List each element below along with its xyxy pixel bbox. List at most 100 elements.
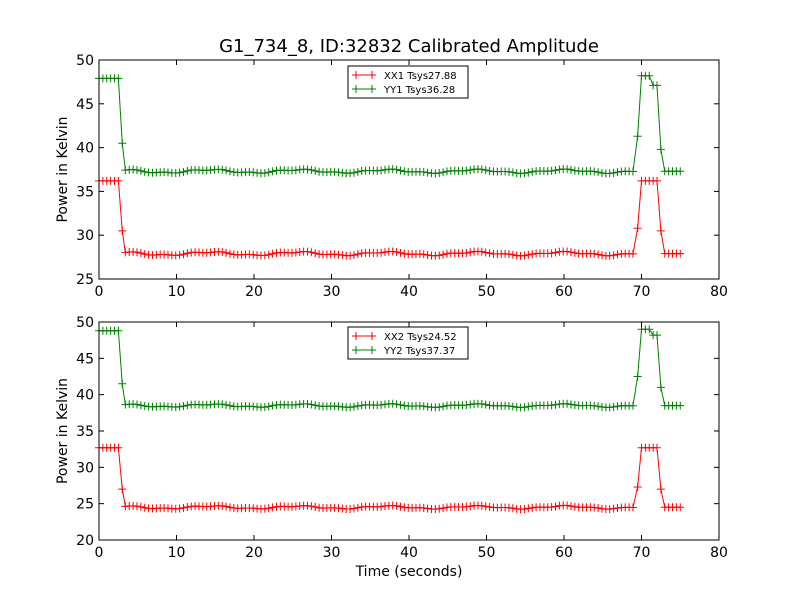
x-tick-label: 40	[400, 284, 418, 300]
x-tick-label: 60	[555, 545, 573, 561]
data-point	[175, 168, 184, 177]
data-point	[547, 249, 556, 258]
data-point	[136, 502, 145, 511]
data-point	[183, 166, 192, 175]
x-tick-label: 40	[400, 545, 418, 561]
data-point	[656, 145, 665, 154]
legend-marker	[368, 85, 376, 93]
data-point	[132, 248, 141, 257]
x-axis-label: Time (seconds)	[355, 564, 463, 580]
data-point	[264, 168, 273, 177]
data-point	[291, 248, 300, 257]
data-point	[435, 504, 444, 513]
data-point	[179, 250, 188, 259]
data-point	[485, 166, 494, 175]
data-point	[613, 168, 622, 177]
data-point	[528, 167, 537, 176]
data-point	[392, 501, 401, 510]
data-point	[481, 400, 490, 409]
data-point	[311, 401, 320, 410]
data-point	[225, 401, 234, 410]
x-tick-label: 80	[710, 284, 728, 300]
data-point	[485, 249, 494, 258]
data-point	[628, 167, 637, 176]
data-point	[590, 167, 599, 176]
data-point	[380, 165, 389, 174]
data-point	[590, 503, 599, 512]
data-point	[653, 81, 661, 90]
y-tick-label: 50	[76, 315, 94, 331]
x-tick-label: 70	[633, 545, 651, 561]
x-tick-label: 10	[168, 545, 186, 561]
data-point	[594, 168, 603, 177]
data-point	[439, 168, 448, 177]
y-axis-label: Power in Kelvin	[55, 116, 71, 222]
legend: XX1 Tsys27.88 YY1 Tsys36.28	[347, 65, 469, 99]
data-point	[435, 403, 444, 412]
data-point	[423, 168, 432, 177]
data-point	[260, 251, 269, 260]
data-point	[303, 501, 312, 510]
y-axis: 20 25 30 35 40 45 50	[76, 315, 719, 549]
data-point	[392, 400, 401, 409]
data-point	[183, 503, 192, 512]
data-point	[466, 165, 475, 174]
data-point	[114, 326, 123, 335]
data-point	[307, 502, 316, 511]
data-point	[353, 503, 362, 512]
data-point	[260, 504, 269, 513]
data-point	[260, 169, 269, 178]
data-point	[633, 132, 642, 141]
data-point	[590, 401, 599, 410]
data-point	[508, 168, 517, 177]
data-point	[566, 165, 575, 174]
data-point	[268, 401, 277, 410]
x-tick-label: 10	[168, 284, 186, 300]
data-point	[377, 502, 386, 511]
data-point	[477, 165, 486, 174]
data-point	[676, 167, 685, 176]
data-point	[528, 250, 537, 259]
data-point	[303, 165, 312, 174]
data-point	[551, 502, 560, 511]
data-point	[353, 402, 362, 411]
y-axis-label: Power in Kelvin	[55, 378, 71, 484]
data-point	[307, 248, 316, 257]
data-point	[334, 168, 343, 177]
y-tick-label: 50	[76, 53, 94, 69]
data-point	[566, 502, 575, 511]
series-xx	[95, 176, 685, 260]
data-point	[419, 402, 428, 411]
data-point	[613, 250, 622, 259]
data-point	[249, 250, 258, 259]
series-xx	[95, 443, 685, 514]
x-tick-label: 0	[95, 284, 104, 300]
data-point	[249, 168, 258, 177]
data-point	[597, 168, 606, 177]
data-point	[462, 248, 471, 257]
data-point	[423, 251, 432, 260]
data-point	[594, 402, 603, 411]
data-point	[264, 250, 273, 259]
y-tick-label: 40	[76, 141, 94, 157]
y-tick-label: 40	[76, 388, 94, 404]
data-point	[132, 400, 141, 409]
data-point	[303, 399, 312, 408]
data-point	[140, 503, 149, 512]
data-point	[524, 168, 533, 177]
data-point	[508, 402, 517, 411]
data-point	[435, 169, 444, 178]
data-point	[218, 165, 227, 174]
legend-marker	[352, 71, 360, 79]
x-axis: 0 10 20 30 40 50 60 70 80	[95, 322, 728, 561]
data-point	[439, 250, 448, 259]
series-line	[99, 180, 681, 257]
data-point	[218, 501, 227, 510]
data-point	[377, 166, 386, 175]
data-point	[563, 501, 572, 510]
data-point	[377, 400, 386, 409]
data-point	[645, 325, 654, 334]
data-point	[656, 485, 665, 494]
legend-entry: YY1 Tsys36.28	[383, 85, 455, 96]
data-point	[481, 502, 490, 511]
